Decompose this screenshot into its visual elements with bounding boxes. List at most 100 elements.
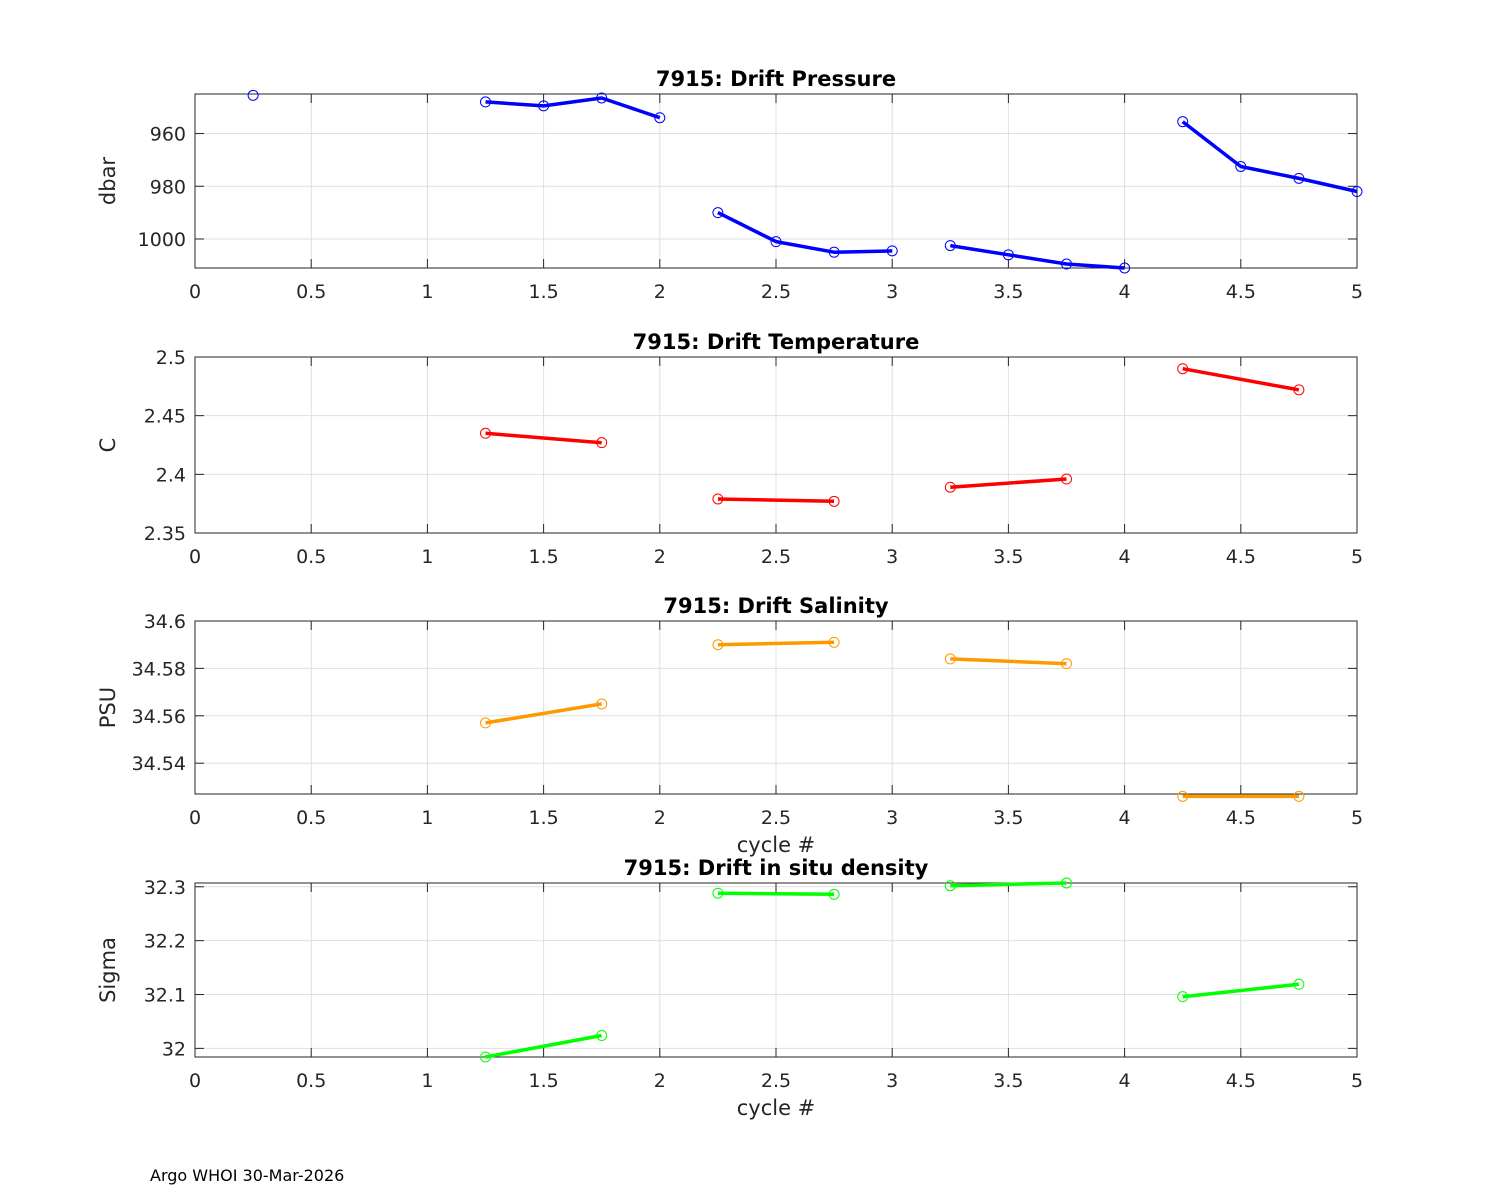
data-point <box>1177 991 1189 1003</box>
x-tick-label: 4.5 <box>1226 281 1256 303</box>
data-point <box>1119 262 1131 274</box>
y-tick-label: 34.58 <box>132 658 186 680</box>
x-tick-label: 0 <box>189 1070 201 1092</box>
chart-panel-1: 0 0.5 1 1.5 2 2.5 3 3.5 4 4.5 5 960 980 1000 7915: Dri… <box>96 67 1363 303</box>
data-point <box>1061 258 1072 270</box>
data-point <box>944 653 956 665</box>
x-tick-label: 2 <box>654 546 666 568</box>
x-tick-label: 2.5 <box>761 281 791 303</box>
y-axis-label: PSU <box>96 687 120 728</box>
data-point <box>1177 116 1189 128</box>
x-tick-label: 4.5 <box>1226 807 1256 829</box>
y-tick-label: 34.6 <box>144 611 186 633</box>
y-tick-label: 2.4 <box>156 464 186 486</box>
x-tick-label: 1.5 <box>528 1070 558 1092</box>
data-point <box>480 717 491 729</box>
x-tick-label: 1.5 <box>528 807 558 829</box>
x-tick-label: 3.5 <box>993 807 1023 829</box>
series-line <box>950 657 1067 666</box>
x-tick-label: 3 <box>886 1070 898 1092</box>
data-point <box>886 245 898 257</box>
data-point <box>1293 790 1305 802</box>
chart-title: 7915: Drift Temperature <box>633 330 920 354</box>
x-tick-label: 0 <box>189 807 201 829</box>
x-tick-label: 3 <box>886 546 898 568</box>
x-tick-label: 4 <box>1119 807 1131 829</box>
series-line <box>485 96 661 120</box>
series-line <box>950 243 1125 270</box>
y-tick-label: 32.3 <box>144 877 186 899</box>
data-point <box>1061 658 1072 670</box>
data-point <box>712 207 724 219</box>
series-line <box>950 881 1067 888</box>
data-point <box>770 236 782 248</box>
x-tick-label: 0.5 <box>296 281 326 303</box>
series-line <box>717 891 835 897</box>
data-point <box>480 1051 491 1063</box>
data-point <box>596 1029 608 1041</box>
series-line <box>717 497 835 504</box>
series-line <box>1182 982 1300 999</box>
data-point <box>1061 473 1072 485</box>
data-point <box>1061 877 1072 889</box>
x-tick-label: 2.5 <box>761 546 791 568</box>
x-tick-label: 1 <box>421 807 433 829</box>
y-tick-label: 2.5 <box>156 347 186 369</box>
series-line <box>950 477 1067 489</box>
series-line <box>717 640 835 647</box>
y-axis-label: dbar <box>96 157 120 206</box>
series-line <box>717 211 893 254</box>
y-tick-label: 2.35 <box>144 523 186 545</box>
y-axis-label: C <box>96 438 120 453</box>
y-tick-label: 32 <box>162 1038 186 1060</box>
data-point <box>712 493 724 505</box>
series-line <box>485 702 602 725</box>
x-tick-label: 5 <box>1351 1070 1363 1092</box>
y-tick-label: 980 <box>150 176 186 198</box>
x-tick-label: 4.5 <box>1226 546 1256 568</box>
data-point <box>596 437 608 449</box>
x-tick-label: 1 <box>421 546 433 568</box>
x-tick-label: 2.5 <box>761 1070 791 1092</box>
x-tick-label: 2 <box>654 807 666 829</box>
x-tick-label: 3.5 <box>993 546 1023 568</box>
x-tick-label: 1.5 <box>528 546 558 568</box>
data-point <box>654 112 666 124</box>
x-tick-label: 1 <box>421 281 433 303</box>
chart-title: 7915: Drift in situ density <box>624 856 929 880</box>
data-point <box>1293 384 1305 396</box>
x-tick-label: 2.5 <box>761 807 791 829</box>
data-point <box>596 92 608 104</box>
data-point <box>712 887 724 899</box>
data-point <box>1351 186 1363 198</box>
data-point <box>1177 790 1189 802</box>
data-point <box>538 100 550 112</box>
x-axis-label: cycle # <box>737 833 816 857</box>
y-tick-label: 32.2 <box>144 931 186 953</box>
data-point <box>480 427 491 439</box>
x-tick-label: 3.5 <box>993 281 1023 303</box>
x-tick-label: 5 <box>1351 546 1363 568</box>
x-tick-label: 2 <box>654 281 666 303</box>
x-tick-label: 2 <box>654 1070 666 1092</box>
data-point <box>944 481 956 493</box>
series-line <box>485 1033 603 1059</box>
y-tick-label: 1000 <box>138 229 186 251</box>
data-point <box>1235 161 1247 172</box>
x-tick-label: 4.5 <box>1226 1070 1256 1092</box>
x-tick-label: 0.5 <box>296 807 326 829</box>
data-point <box>712 639 724 651</box>
chart-panel-3: 0 0.5 1 1.5 2 2.5 3 3.5 4 4.5 5 34.54 34.56 34.58 34.6… <box>96 594 1363 857</box>
chart-title: 7915: Drift Salinity <box>663 594 889 618</box>
chart-title: 7915: Drift Pressure <box>656 67 896 91</box>
x-tick-label: 1 <box>421 1070 433 1092</box>
series-line <box>485 431 602 445</box>
x-tick-label: 4 <box>1119 1070 1131 1092</box>
series-line <box>1182 366 1300 392</box>
data-point <box>247 89 259 101</box>
x-tick-label: 0.5 <box>296 1070 326 1092</box>
x-tick-label: 4 <box>1119 546 1131 568</box>
y-tick-label: 2.45 <box>144 406 186 428</box>
x-tick-label: 5 <box>1351 281 1363 303</box>
